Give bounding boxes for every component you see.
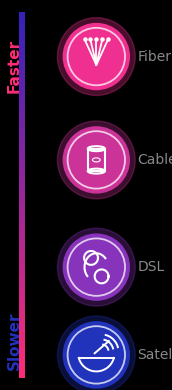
Text: Cable: Cable <box>137 153 172 167</box>
Text: Fiber: Fiber <box>137 50 171 64</box>
Text: Slower: Slower <box>7 312 22 370</box>
Circle shape <box>63 322 129 388</box>
Circle shape <box>57 316 135 390</box>
Text: Satellite: Satellite <box>137 348 172 362</box>
Bar <box>88 149 105 171</box>
Circle shape <box>63 127 129 193</box>
Circle shape <box>63 23 129 90</box>
Text: DSL: DSL <box>137 260 165 274</box>
Circle shape <box>57 18 135 96</box>
Text: Faster: Faster <box>7 39 22 93</box>
Circle shape <box>63 234 129 300</box>
Circle shape <box>57 228 135 306</box>
Circle shape <box>57 121 135 199</box>
